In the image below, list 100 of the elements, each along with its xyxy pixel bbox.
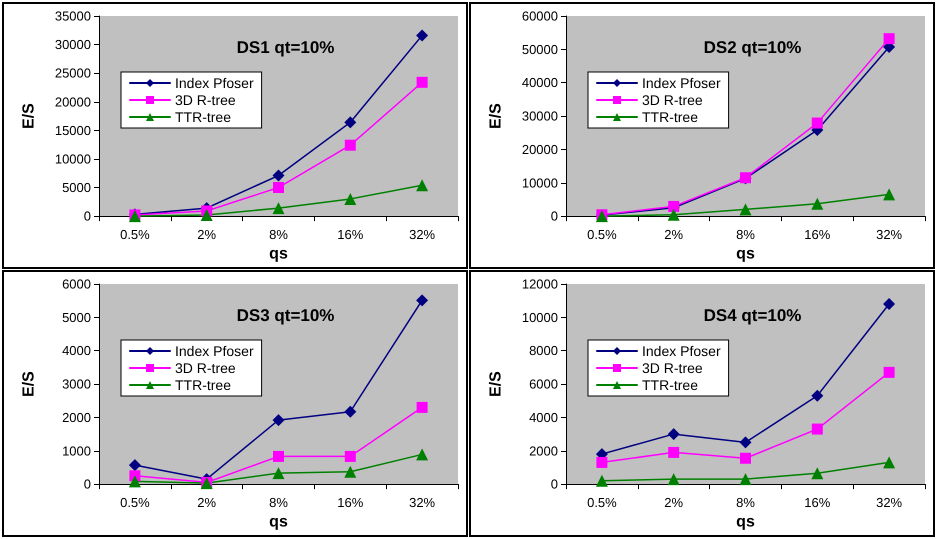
y-tick-label: 10000	[54, 151, 91, 166]
x-tick-label: 32%	[409, 227, 436, 242]
x-tick-label: 0.5%	[120, 227, 150, 242]
y-tick-label: 10000	[522, 310, 558, 325]
text: DS3 qt=10%	[236, 306, 334, 325]
y-tick-label: 30000	[54, 37, 91, 52]
point	[668, 473, 680, 486]
point	[416, 76, 428, 88]
x-axis-title: qs	[736, 246, 755, 262]
x-tick-label: 16%	[337, 495, 364, 510]
x-axis-title: qs	[269, 514, 288, 530]
point	[883, 456, 896, 468]
point	[273, 450, 284, 462]
y-tick-label: 12000	[522, 276, 558, 292]
point	[344, 450, 356, 462]
x-tick-label: 32%	[409, 495, 436, 510]
x-tick-label: 2%	[197, 227, 217, 242]
point	[811, 467, 824, 480]
y-tick-label: 30000	[522, 108, 558, 124]
point	[344, 140, 356, 151]
point	[344, 466, 356, 478]
point	[200, 208, 213, 221]
point	[416, 179, 428, 192]
y-tick-label: 0	[550, 208, 558, 224]
text: DS1 qt=10%	[236, 38, 334, 57]
legend-label: TTR-tree	[175, 109, 232, 125]
point	[883, 188, 896, 200]
point	[272, 414, 284, 426]
point	[884, 33, 895, 44]
legend-label: 3D R-tree	[642, 360, 703, 376]
y-tick-label: 25000	[54, 66, 91, 81]
legend-label: Index Pfoser	[642, 75, 721, 91]
point	[596, 456, 608, 468]
y-tick-label: 5000	[62, 310, 91, 325]
point	[668, 428, 680, 440]
point	[668, 208, 680, 221]
y-tick-label: 6000	[62, 276, 91, 292]
point	[812, 424, 823, 435]
point	[416, 448, 428, 460]
y-tick-label: 8000	[529, 343, 558, 358]
y-tick-label: 50000	[522, 42, 558, 57]
x-tick-label: 16%	[337, 227, 364, 242]
y-tick-label: 4000	[62, 343, 91, 358]
x-tick-label: 8%	[269, 227, 288, 242]
x-tick-label: 16%	[804, 495, 831, 510]
y-tick-label: 15000	[54, 122, 91, 138]
x-tick-label: 2%	[664, 495, 684, 510]
legend-label: 3D R-tree	[175, 360, 236, 376]
y-tick-label: 10000	[522, 175, 558, 190]
x-tick-label: 2%	[664, 227, 684, 242]
x-tick-label: 16%	[804, 227, 831, 242]
y-tick-label: 2000	[62, 410, 91, 425]
point	[344, 406, 356, 418]
y-axis-title: E/S	[20, 102, 38, 129]
point	[811, 390, 824, 402]
point	[272, 467, 284, 480]
x-tick-label: 0.5%	[587, 495, 618, 510]
y-tick-label: 0	[550, 476, 558, 492]
legend-label: Index Pfoser	[175, 343, 254, 359]
x-axis-title: qs	[269, 246, 288, 262]
point	[740, 452, 751, 464]
legend-label: 3D R-tree	[175, 92, 236, 108]
y-axis-title: E/S	[488, 370, 504, 397]
point	[416, 29, 428, 42]
point	[812, 118, 823, 129]
point	[128, 459, 141, 472]
y-tick-label: 6000	[529, 376, 558, 392]
point	[416, 402, 428, 413]
point	[344, 116, 356, 128]
x-tick-label: 8%	[269, 495, 288, 510]
point	[740, 436, 752, 448]
point	[668, 446, 680, 458]
point	[128, 475, 141, 488]
y-tick-label: 2000	[529, 443, 558, 458]
x-tick-label: 8%	[736, 227, 756, 242]
x-tick-label: 8%	[736, 495, 756, 510]
y-tick-label: 3000	[62, 376, 91, 392]
legend-label: TTR-tree	[642, 109, 698, 125]
y-tick-label: 4000	[529, 410, 558, 425]
point	[740, 203, 752, 216]
legend-label: TTR-tree	[175, 377, 232, 393]
point	[884, 366, 895, 378]
point	[344, 192, 356, 205]
y-axis-title: E/S	[488, 102, 504, 129]
x-tick-label: 0.5%	[587, 227, 618, 242]
y-tick-label: 60000	[522, 8, 558, 24]
y-tick-label: 0	[84, 476, 91, 492]
y-tick-label: 1000	[62, 443, 91, 458]
x-axis-title: qs	[736, 514, 755, 530]
x-tick-label: 32%	[876, 227, 903, 242]
point	[811, 198, 824, 210]
point	[272, 170, 284, 182]
x-tick-label: 0.5%	[120, 495, 150, 510]
y-tick-label: 35000	[54, 8, 91, 24]
y-tick-label: 20000	[54, 94, 91, 110]
legend-label: Index Pfoser	[642, 343, 721, 359]
y-tick-label: 20000	[522, 142, 558, 157]
point	[740, 473, 752, 486]
point	[883, 298, 896, 310]
text: DS4 qt=10%	[704, 306, 802, 325]
